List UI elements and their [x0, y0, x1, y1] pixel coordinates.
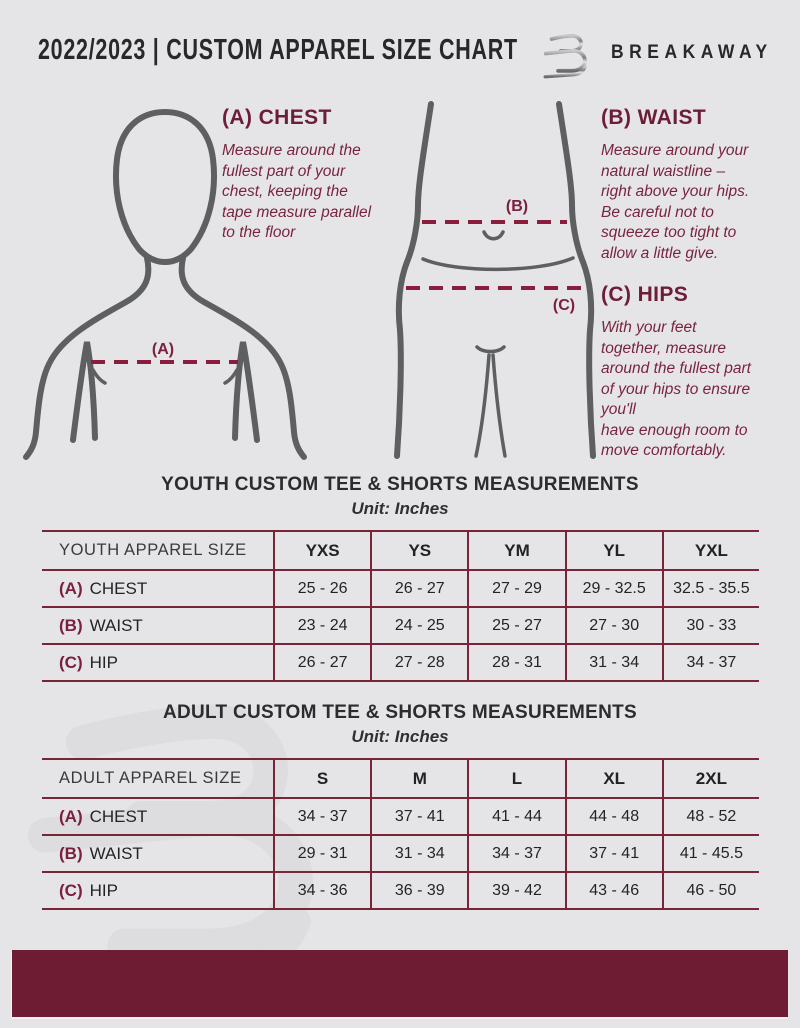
- adult-size-section: ADULT CUSTOM TEE & SHORTS MEASUREMENTS U…: [0, 702, 800, 910]
- size-value-cell: 34 - 37: [467, 836, 565, 873]
- size-value-cell: 24 - 25: [370, 608, 468, 645]
- size-value-cell: 31 - 34: [370, 836, 468, 873]
- size-value-cell: 23 - 24: [273, 608, 371, 645]
- measurement-diagram: (A) (B) (C): [23, 101, 596, 460]
- adult-table-title: ADULT CUSTOM TEE & SHORTS MEASUREMENTS: [162, 702, 638, 723]
- size-value-cell: 34 - 37: [661, 645, 759, 682]
- size-value-cell: 29 - 31: [273, 836, 371, 873]
- lower-body-figure: [394, 101, 596, 459]
- size-value-cell: 25 - 27: [467, 608, 565, 645]
- hips-guide: (C) HIPS With your feet together, measur…: [601, 283, 797, 462]
- column-header: S: [273, 758, 371, 799]
- chest-guide: (A) CHEST Measure around the fullest par…: [222, 106, 412, 244]
- hips-guide-text: With your feet together, measure around …: [601, 319, 751, 459]
- chest-marker-label: (A): [152, 341, 174, 358]
- column-header: YXL: [661, 530, 759, 571]
- size-value-cell: 41 - 44: [467, 799, 565, 836]
- size-value-cell: 41 - 45.5: [661, 836, 759, 873]
- size-value-cell: 34 - 37: [273, 799, 371, 836]
- size-value-cell: 32.5 - 35.5: [661, 571, 759, 608]
- youth-table-title: YOUTH CUSTOM TEE & SHORTS MEASUREMENTS: [161, 474, 639, 495]
- size-value-cell: 27 - 28: [370, 645, 468, 682]
- column-header: XL: [564, 758, 662, 799]
- breakaway-logo-icon: [543, 33, 587, 79]
- size-value-cell: 29 - 32.5: [564, 571, 662, 608]
- row-key: (C): [59, 880, 83, 900]
- adult-table-unit: Unit: Inches: [351, 727, 449, 746]
- brand-lockup: BREAKAWAY: [543, 22, 787, 84]
- column-header: 2XL: [661, 758, 759, 799]
- measurement-row-label: (B) WAIST: [42, 836, 273, 873]
- size-value-cell: 27 - 29: [467, 571, 565, 608]
- size-value-cell: 26 - 27: [370, 571, 468, 608]
- size-value-cell: 44 - 48: [564, 799, 662, 836]
- row-name: HIP: [89, 880, 118, 900]
- hips-marker-label: (C): [553, 297, 575, 314]
- size-value-cell: 37 - 41: [564, 836, 662, 873]
- page-title: 2022/2023 | CUSTOM APPAREL SIZE CHART: [38, 34, 518, 66]
- size-column-label: ADULT APPAREL SIZE: [42, 758, 273, 799]
- youth-table-unit: Unit: Inches: [351, 499, 449, 518]
- column-header: YM: [467, 530, 565, 571]
- measurement-row-label: (C) HIP: [42, 873, 273, 910]
- youth-size-section: YOUTH CUSTOM TEE & SHORTS MEASUREMENTS U…: [0, 474, 800, 682]
- size-value-cell: 30 - 33: [661, 608, 759, 645]
- waist-guide: (B) WAIST Measure around your natural wa…: [601, 106, 786, 264]
- size-value-cell: 37 - 41: [370, 799, 468, 836]
- column-header: YXS: [273, 530, 371, 571]
- size-value-cell: 34 - 36: [273, 873, 371, 910]
- size-value-cell: 46 - 50: [661, 873, 759, 910]
- column-header: YL: [564, 530, 662, 571]
- column-header: L: [467, 758, 565, 799]
- measurement-row-label: (A) CHEST: [42, 571, 273, 608]
- size-value-cell: 36 - 39: [370, 873, 468, 910]
- size-value-cell: 26 - 27: [273, 645, 371, 682]
- row-name: HIP: [89, 652, 118, 672]
- size-value-cell: 43 - 46: [564, 873, 662, 910]
- size-value-cell: 39 - 42: [467, 873, 565, 910]
- size-value-cell: 31 - 34: [564, 645, 662, 682]
- chest-guide-text: Measure around the fullest part of your …: [222, 142, 372, 241]
- column-header: YS: [370, 530, 468, 571]
- size-value-cell: 48 - 52: [661, 799, 759, 836]
- row-key: (A): [59, 578, 83, 598]
- measurement-row-label: (A) CHEST: [42, 799, 273, 836]
- row-key: (B): [59, 843, 83, 863]
- size-value-cell: 27 - 30: [564, 608, 662, 645]
- row-key: (B): [59, 615, 83, 635]
- measurement-row-label: (B) WAIST: [42, 608, 273, 645]
- adult-size-table: ADULT APPAREL SIZE S M L XL 2XL (A) CHEST 34 - 3…: [42, 758, 759, 910]
- size-column-label: YOUTH APPAREL SIZE: [42, 530, 273, 571]
- waist-guide-heading: (B) WAIST: [601, 106, 707, 129]
- row-key: (C): [59, 652, 83, 672]
- row-name: CHEST: [89, 578, 148, 598]
- youth-size-table: YOUTH APPAREL SIZE YXS YS YM YL YXL (A) CHEST 25…: [42, 530, 759, 682]
- row-key: (A): [59, 806, 83, 826]
- row-name: CHEST: [89, 806, 148, 826]
- chest-figure: [23, 108, 307, 460]
- footer-band: [12, 950, 788, 1017]
- waist-guide-text: Measure around your natural waistline – …: [601, 142, 750, 262]
- size-value-cell: 28 - 31: [467, 645, 565, 682]
- chest-guide-heading: (A) CHEST: [222, 106, 332, 129]
- column-header: M: [370, 758, 468, 799]
- row-name: WAIST: [89, 615, 143, 635]
- waist-marker-label: (B): [506, 198, 528, 215]
- measurement-row-label: (C) HIP: [42, 645, 273, 682]
- row-name: WAIST: [89, 843, 143, 863]
- hips-guide-heading: (C) HIPS: [601, 283, 689, 306]
- brand-name: BREAKAWAY: [611, 42, 773, 63]
- size-value-cell: 25 - 26: [273, 571, 371, 608]
